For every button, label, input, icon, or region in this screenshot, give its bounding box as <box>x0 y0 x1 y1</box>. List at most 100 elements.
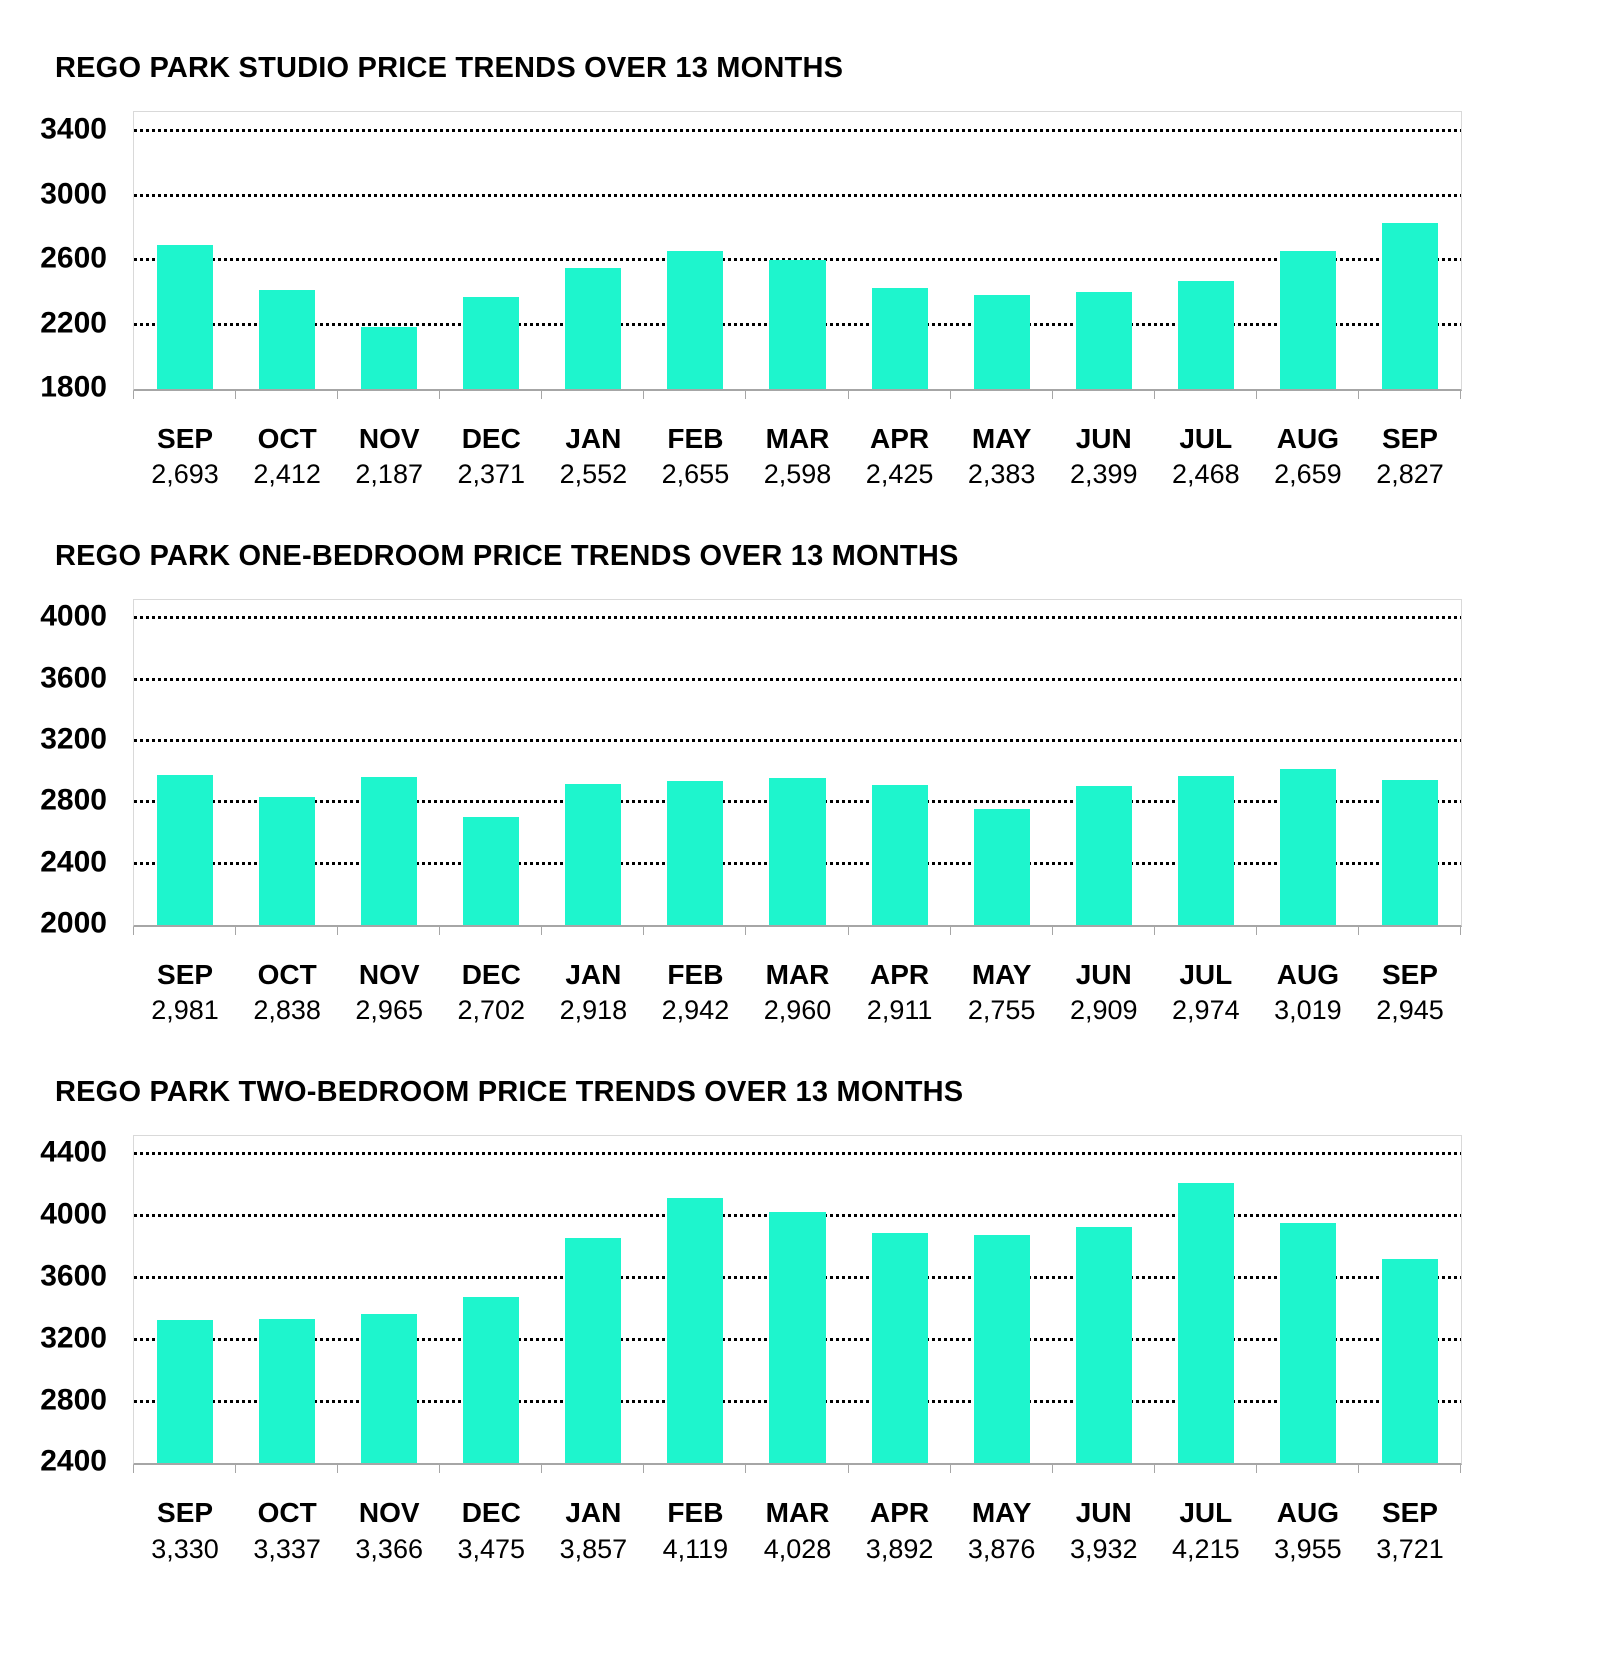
y-axis-label: 4400 <box>40 1135 107 1169</box>
month-label: FEB <box>667 1497 724 1529</box>
gridline <box>134 677 1461 681</box>
y-axis-label: 2800 <box>40 783 107 817</box>
value-label: 2,960 <box>763 995 832 1026</box>
bar-dec-4 <box>463 296 520 389</box>
value-label: 3,475 <box>457 1533 526 1564</box>
bar-sep-1 <box>156 1319 214 1464</box>
month-label: APR <box>870 1497 930 1529</box>
x-axis-tick <box>643 927 645 936</box>
value-label: 2,412 <box>253 459 321 490</box>
x-axis-tick <box>1255 1465 1257 1474</box>
gridline <box>134 258 1461 261</box>
month-label: FEB <box>667 423 724 454</box>
value-label: 2,942 <box>661 995 730 1026</box>
x-axis-tick <box>1255 391 1257 399</box>
bar-nov-3 <box>361 777 418 926</box>
x-axis-tick <box>1460 927 1461 936</box>
bar-apr-8 <box>871 288 928 389</box>
x-axis-tick <box>133 927 134 936</box>
bar-aug-12 <box>1279 768 1336 926</box>
x-axis-labels: SEP 3,330 OCT 3,337 NOV 3,366 DEC 3,475 JAN 3,857… <box>134 1497 1461 1564</box>
value-label: 3,857 <box>559 1533 628 1564</box>
x-axis-labels: SEP 2,981 OCT 2,838 NOV 2,965 DEC 2,702 JAN 2,918… <box>134 959 1461 1026</box>
bar-jul-11 <box>1177 775 1234 926</box>
value-label: 2,838 <box>253 995 321 1026</box>
x-label-group: MAR 2,960 <box>746 959 848 1026</box>
y-axis-label: 3000 <box>40 176 107 210</box>
y-axis: 2400 2800 3200 3600 4000 4400 <box>0 1135 133 1478</box>
gridline <box>134 616 1461 620</box>
bar-mar-7 <box>769 260 826 389</box>
y-axis-label: 2000 <box>40 906 107 940</box>
x-axis-tick <box>133 1465 134 1474</box>
value-label: 2,187 <box>355 459 423 490</box>
x-axis-tick <box>337 927 339 936</box>
month-label: DEC <box>461 423 521 454</box>
month-label: NOV <box>358 423 420 454</box>
x-axis-labels: SEP 2,693 OCT 2,412 NOV 2,187 DEC 2,371 JAN 2,552… <box>134 423 1461 490</box>
value-label: 3,366 <box>355 1533 423 1564</box>
x-axis-tick <box>337 1465 339 1474</box>
y-axis-label: 4000 <box>40 599 107 633</box>
month-label: SEP <box>1381 959 1438 991</box>
month-label: JUL <box>1179 959 1233 991</box>
x-axis-tick <box>745 1465 747 1474</box>
month-label: JUL <box>1179 423 1233 454</box>
value-label: 3,892 <box>865 1533 934 1564</box>
x-label-group: SEP 2,827 <box>1359 423 1461 490</box>
month-label: MAR <box>765 423 830 454</box>
bar-apr-8 <box>871 785 928 926</box>
month-label: MAR <box>765 959 830 991</box>
x-axis-tick <box>541 391 543 399</box>
bar-may-9 <box>973 295 1030 389</box>
x-axis-tick <box>439 1465 441 1474</box>
month-label: AUG <box>1276 423 1340 454</box>
month-label: APR <box>870 423 930 454</box>
chart-title: REGO PARK TWO-BEDROOM PRICE TRENDS OVER … <box>55 1076 964 1109</box>
y-axis-label: 2400 <box>40 845 107 879</box>
value-label: 4,119 <box>662 1533 729 1564</box>
x-axis-tick <box>235 927 237 936</box>
gridline <box>134 129 1461 132</box>
bar-aug-12 <box>1279 250 1336 389</box>
x-label-group: NOV 2,187 <box>338 423 440 490</box>
x-axis-tick <box>1460 391 1461 399</box>
x-label-group: JUN 2,399 <box>1053 423 1155 490</box>
x-label-group: AUG 3,019 <box>1257 959 1359 1026</box>
value-label: 3,955 <box>1274 1533 1342 1564</box>
bar-apr-8 <box>871 1232 928 1464</box>
x-axis-tick <box>1051 1465 1053 1474</box>
x-label-group: APR 2,425 <box>849 423 951 490</box>
x-axis-tick <box>541 927 543 936</box>
y-axis-label: 3400 <box>40 112 107 146</box>
x-label-group: DEC 2,371 <box>440 423 542 490</box>
month-label: DEC <box>461 1497 521 1529</box>
x-axis-tick <box>745 391 747 399</box>
x-axis-tick <box>1357 391 1359 399</box>
month-label: NOV <box>358 1497 420 1529</box>
x-label-group: JAN 3,857 <box>542 1497 644 1564</box>
x-axis-tick <box>1153 391 1155 399</box>
month-label: OCT <box>257 1497 317 1529</box>
bar-jan-5 <box>565 1238 622 1464</box>
x-label-group: JUN 2,909 <box>1053 959 1155 1026</box>
bar-jun-10 <box>1075 292 1132 389</box>
bar-aug-12 <box>1279 1223 1336 1464</box>
x-axis-tick <box>1357 927 1359 936</box>
y-axis-label: 3600 <box>40 1259 107 1293</box>
y-axis-label: 3200 <box>40 1321 107 1355</box>
y-axis: 2000 2400 2800 3200 3600 4000 <box>0 599 133 940</box>
x-label-group: MAY 2,755 <box>951 959 1053 1026</box>
bar-feb-6 <box>667 780 724 926</box>
x-label-group: OCT 2,412 <box>236 423 338 490</box>
bar-dec-4 <box>463 817 520 926</box>
x-axis-tick <box>643 1465 645 1474</box>
y-axis: 1800 2200 2600 3000 3400 <box>0 111 133 403</box>
studio-price-chart: REGO PARK STUDIO PRICE TRENDS OVER 13 MO… <box>0 52 1600 490</box>
value-label: 3,330 <box>151 1533 219 1564</box>
chart-title: REGO PARK ONE-BEDROOM PRICE TRENDS OVER … <box>55 540 959 573</box>
y-axis-label: 2400 <box>40 1444 107 1478</box>
bar-mar-7 <box>769 1211 826 1464</box>
bar-jan-5 <box>565 784 622 926</box>
value-label: 3,019 <box>1274 995 1342 1026</box>
